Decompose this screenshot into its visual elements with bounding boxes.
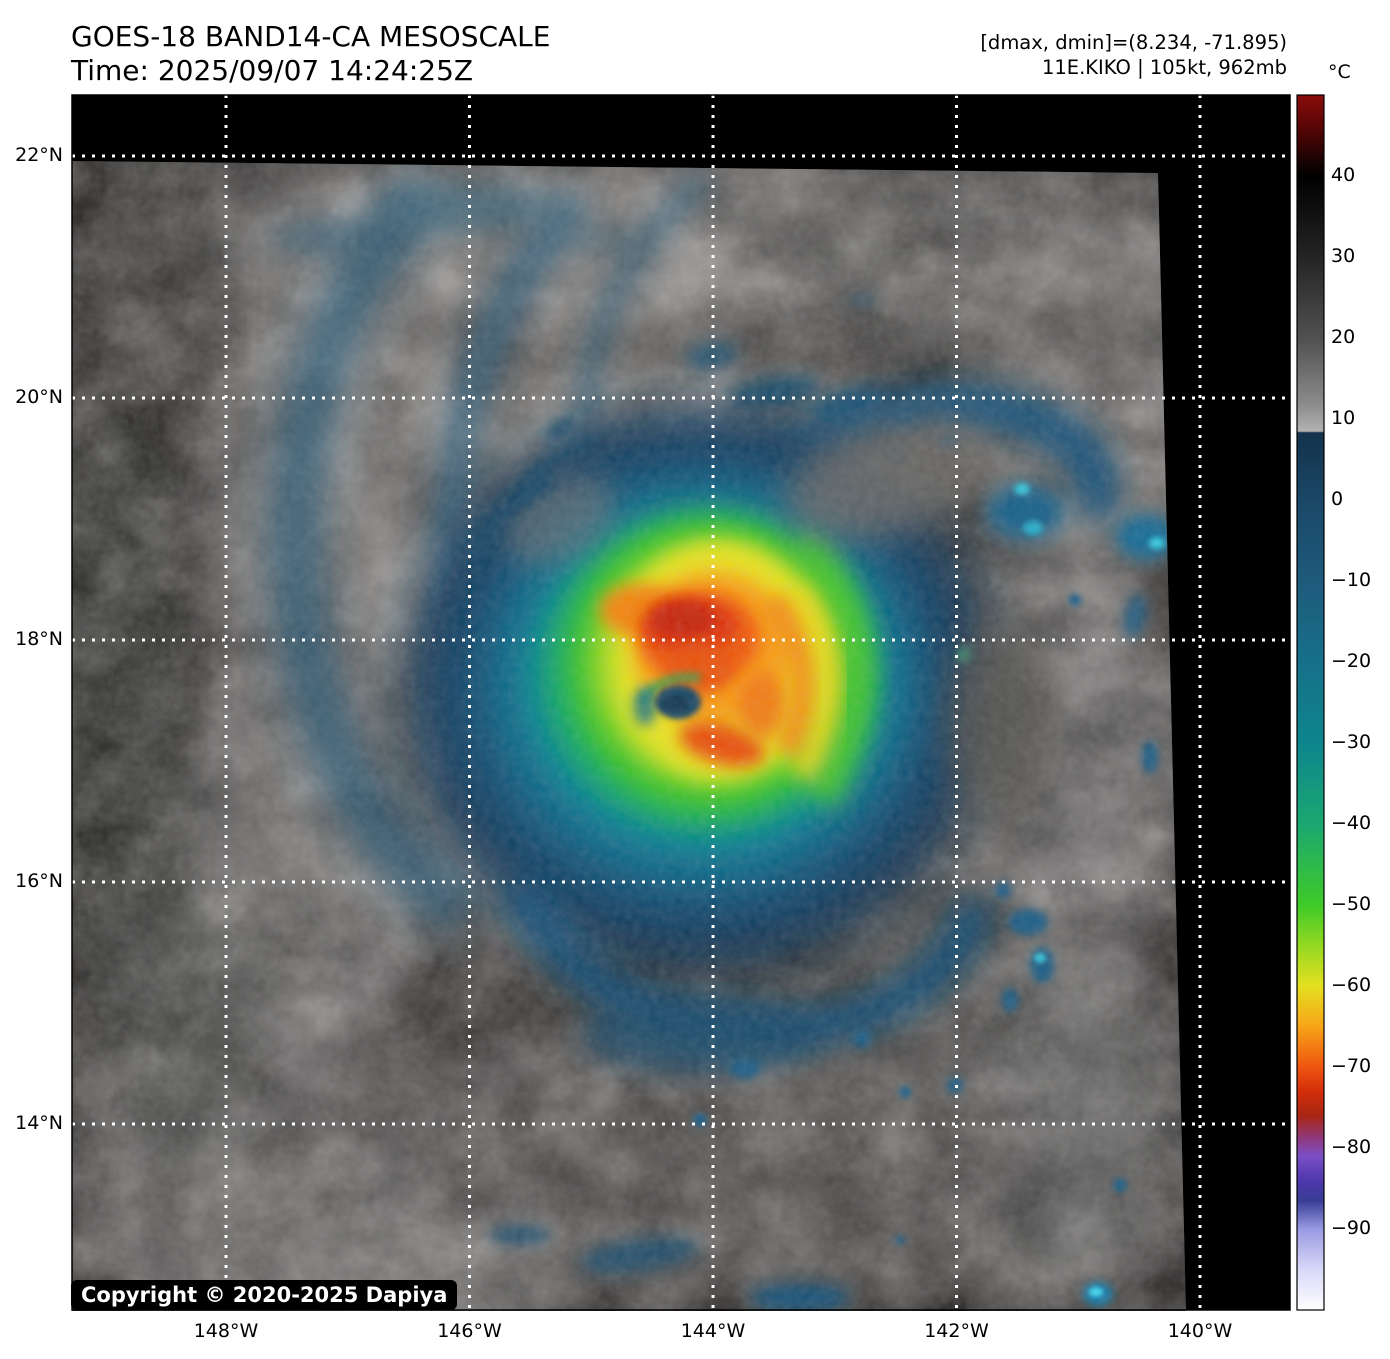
lat-tick-label: 20°N xyxy=(15,386,63,408)
graticule xyxy=(72,95,1290,1310)
colorbar-tick-label: −90 xyxy=(1331,1217,1372,1239)
lon-tick-label: 148°W xyxy=(193,1320,259,1342)
fine-grain xyxy=(72,161,1186,1311)
colorbar xyxy=(1296,94,1325,1311)
lat-tick-label: 16°N xyxy=(15,870,63,892)
colorbar-tick-label: −40 xyxy=(1331,812,1372,834)
plot-frame xyxy=(71,94,1291,1311)
lon-tick-label: 144°W xyxy=(680,1320,746,1342)
colorbar-tick-label: −20 xyxy=(1331,650,1372,672)
dmax-dmin-readout: [dmax, dmin]=(8.234, -71.895) xyxy=(980,31,1287,54)
colorbar-unit-label: °C xyxy=(1328,61,1351,83)
colorbar-tick-label: 0 xyxy=(1331,488,1344,510)
plot-title: GOES-18 BAND14-CA MESOSCALE xyxy=(71,20,551,53)
lat-tick-label: 18°N xyxy=(15,628,63,650)
lat-tick-label: 22°N xyxy=(15,144,63,166)
storm-info-block: [dmax, dmin]=(8.234, -71.895) 11E.KIKO |… xyxy=(980,30,1287,80)
lon-tick-label: 140°W xyxy=(1167,1320,1233,1342)
colorbar-gradient xyxy=(1296,94,1325,1311)
colorbar-tick-label: 10 xyxy=(1331,407,1356,429)
lon-tick-label: 146°W xyxy=(437,1320,502,1342)
storm-intensity-readout: 11E.KIKO | 105kt, 962mb xyxy=(1041,56,1287,79)
lon-tick-label: 142°W xyxy=(924,1320,989,1342)
colorbar-tick-label: −10 xyxy=(1331,569,1372,591)
colorbar-tick-label: −30 xyxy=(1331,731,1372,753)
colorbar-tick-label: −80 xyxy=(1331,1136,1372,1158)
plot-timestamp: Time: 2025/09/07 14:24:25Z xyxy=(71,54,474,87)
copyright-badge: Copyright © 2020-2025 Dapiya xyxy=(71,1280,458,1310)
lat-tick-label: 14°N xyxy=(15,1112,63,1134)
colorbar-tick-label: −70 xyxy=(1331,1055,1372,1077)
colorbar-tick-label: 20 xyxy=(1331,326,1356,348)
colorbar-tick-label: 40 xyxy=(1331,164,1356,186)
colorbar-tick-label: 30 xyxy=(1331,245,1356,267)
satellite-data-sector xyxy=(72,161,1186,1311)
colorbar-tick-label: −50 xyxy=(1331,893,1372,915)
colorbar-tick-label: −60 xyxy=(1331,974,1372,996)
